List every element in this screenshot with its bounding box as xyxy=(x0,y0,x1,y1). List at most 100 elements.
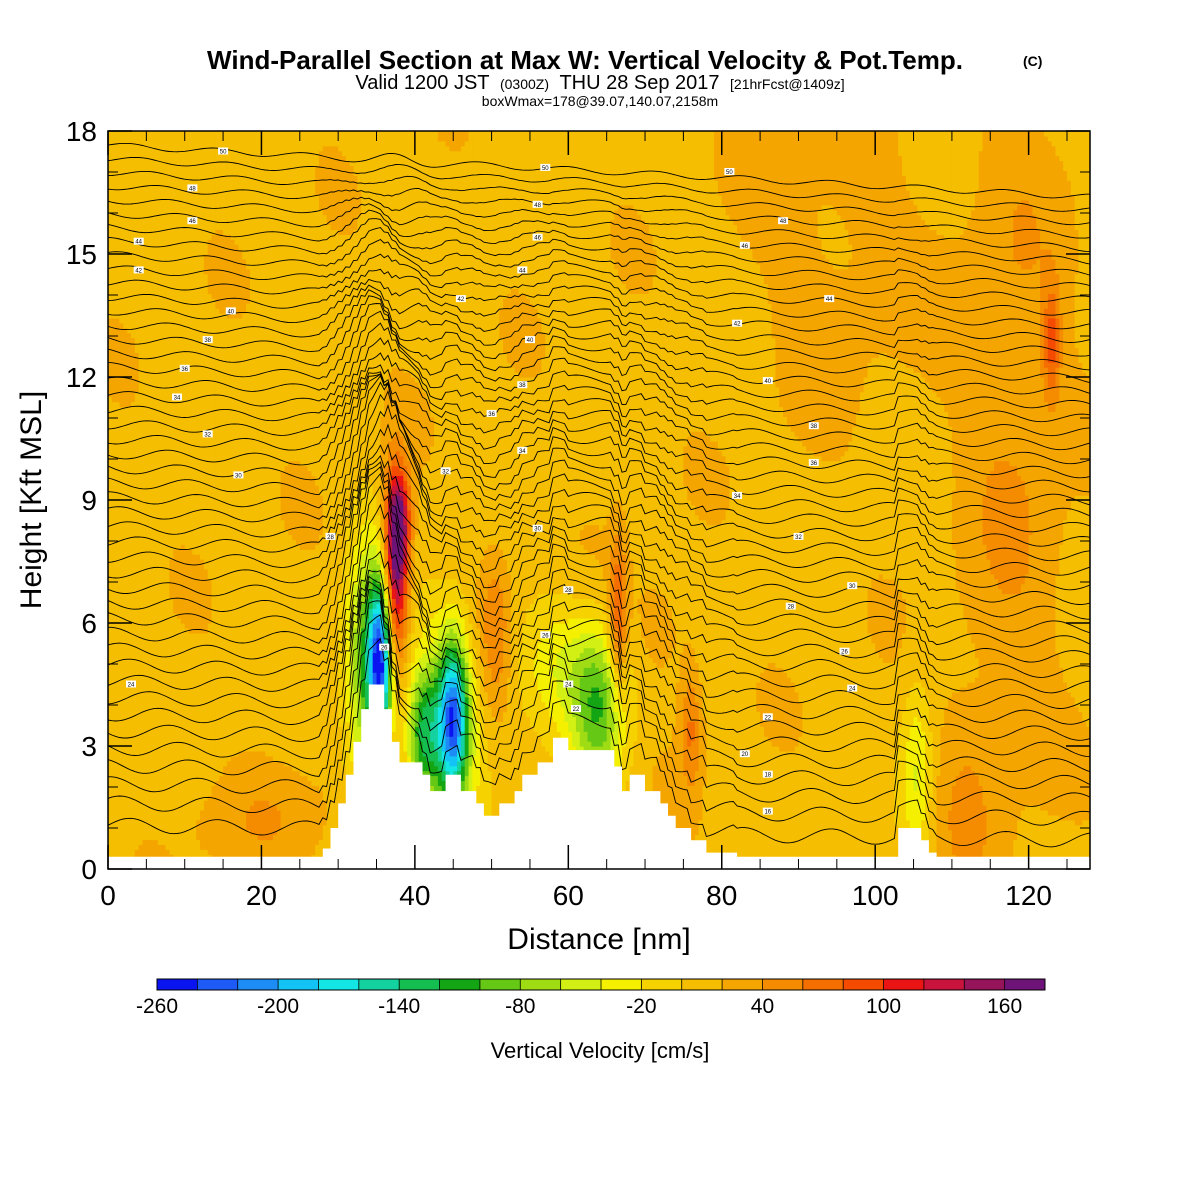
velocity-cell xyxy=(123,638,127,644)
velocity-cell xyxy=(112,667,116,673)
velocity-cell xyxy=(139,746,143,752)
velocity-cell xyxy=(123,608,127,614)
velocity-cell xyxy=(131,756,135,762)
velocity-cell xyxy=(131,161,135,167)
velocity-cell xyxy=(131,284,135,290)
velocity-cell xyxy=(116,648,120,654)
velocity-cell xyxy=(127,638,131,644)
velocity-cell xyxy=(112,274,116,280)
velocity-cell xyxy=(131,579,135,585)
velocity-cell xyxy=(139,761,143,767)
velocity-cell xyxy=(127,392,131,398)
velocity-cell xyxy=(135,352,139,358)
velocity-cell xyxy=(127,510,131,516)
velocity-cell xyxy=(116,156,120,162)
velocity-cell xyxy=(135,830,139,836)
velocity-cell xyxy=(123,785,127,791)
velocity-cell xyxy=(116,416,120,422)
velocity-cell xyxy=(135,156,139,162)
velocity-cell xyxy=(116,136,120,142)
velocity-cell xyxy=(112,421,116,427)
velocity-cell xyxy=(120,707,124,713)
velocity-cell xyxy=(135,416,139,422)
velocity-cell xyxy=(123,298,127,304)
velocity-cell xyxy=(131,288,135,294)
velocity-cell xyxy=(123,613,127,619)
velocity-cell xyxy=(131,500,135,506)
velocity-cell xyxy=(120,653,124,659)
velocity-cell xyxy=(135,259,139,265)
velocity-cell xyxy=(131,515,135,521)
velocity-cell xyxy=(123,254,127,260)
velocity-cell xyxy=(135,397,139,403)
velocity-cell xyxy=(123,844,127,850)
velocity-cell xyxy=(127,726,131,732)
velocity-cell xyxy=(135,343,139,349)
velocity-cell xyxy=(112,382,116,388)
velocity-cell xyxy=(120,839,124,845)
velocity-cell xyxy=(112,692,116,698)
velocity-cell xyxy=(127,328,131,334)
velocity-cell xyxy=(135,559,139,565)
velocity-cell xyxy=(131,800,135,806)
velocity-cell xyxy=(123,274,127,280)
velocity-cell xyxy=(116,785,120,791)
velocity-cell xyxy=(135,161,139,167)
velocity-cell xyxy=(131,165,135,171)
velocity-cell xyxy=(120,136,124,142)
velocity-cell xyxy=(135,613,139,619)
velocity-cell xyxy=(131,210,135,216)
velocity-cell xyxy=(123,559,127,565)
chart-figure: Wind-Parallel Section at Max W: Vertical… xyxy=(0,0,1200,1200)
velocity-cell xyxy=(112,298,116,304)
velocity-cell xyxy=(120,500,124,506)
velocity-cell xyxy=(127,298,131,304)
velocity-cell xyxy=(116,721,120,727)
velocity-cell xyxy=(120,598,124,604)
velocity-cell xyxy=(135,131,139,137)
velocity-cell xyxy=(120,431,124,437)
velocity-cell xyxy=(116,849,120,855)
velocity-cell xyxy=(131,726,135,732)
velocity-cell xyxy=(131,431,135,437)
velocity-cell xyxy=(131,510,135,516)
velocity-cell xyxy=(127,648,131,654)
velocity-cell xyxy=(127,264,131,270)
velocity-cell xyxy=(112,254,116,260)
velocity-cell xyxy=(127,426,131,432)
velocity-cell xyxy=(131,657,135,663)
velocity-cell xyxy=(123,318,127,324)
velocity-cell xyxy=(120,638,124,644)
velocity-cell xyxy=(135,539,139,545)
velocity-cell xyxy=(127,323,131,329)
velocity-cell xyxy=(131,313,135,319)
velocity-cell xyxy=(116,254,120,260)
velocity-cell xyxy=(116,229,120,235)
velocity-cell xyxy=(112,446,116,452)
velocity-cell xyxy=(116,175,120,181)
velocity-cell xyxy=(116,707,120,713)
velocity-cell xyxy=(135,175,139,181)
velocity-cell xyxy=(131,303,135,309)
velocity-cell xyxy=(120,849,124,855)
velocity-cell xyxy=(139,707,143,713)
velocity-cell xyxy=(116,195,120,201)
velocity-cell xyxy=(135,210,139,216)
velocity-cell xyxy=(127,830,131,836)
velocity-cell xyxy=(135,151,139,157)
velocity-cell xyxy=(120,648,124,654)
velocity-cell xyxy=(131,785,135,791)
velocity-cell xyxy=(135,170,139,176)
velocity-cell xyxy=(135,274,139,280)
velocity-cell xyxy=(127,810,131,816)
velocity-cell xyxy=(116,377,120,383)
velocity-cell xyxy=(112,480,116,486)
velocity-cell xyxy=(120,579,124,585)
velocity-cell xyxy=(116,505,120,511)
velocity-cell xyxy=(127,539,131,545)
velocity-cell xyxy=(135,839,139,845)
velocity-cell xyxy=(135,387,139,393)
velocity-cell xyxy=(135,313,139,319)
velocity-cell xyxy=(123,229,127,235)
velocity-cell xyxy=(123,357,127,363)
